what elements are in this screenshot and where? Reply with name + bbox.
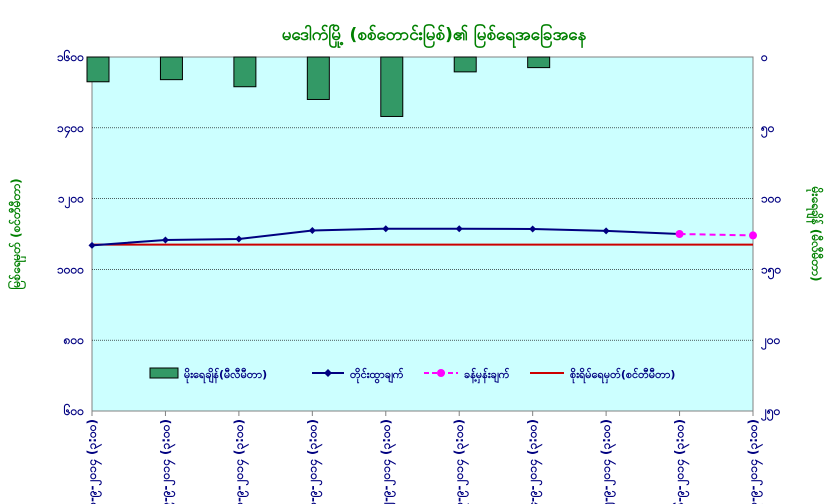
- left-tick-label: ၁၀၀၀: [57, 262, 84, 276]
- rainfall-bar: [527, 56, 551, 69]
- rainfall-bar: [453, 56, 477, 73]
- gridlines: [92, 127, 753, 341]
- observed-point: [382, 225, 390, 233]
- legend-label-danger: စိုးရိမ်ရေမှတ်(စင်တီမီတာ): [570, 367, 675, 384]
- legend-marker-observed: [324, 369, 332, 377]
- forecast-point: [675, 230, 684, 238]
- legend-label-forecast: ခန့်မှန်းချက်: [464, 367, 510, 384]
- x-tick-label: ၁၀-၉-၂၀၁၄ (၃:၀၀): [232, 419, 250, 504]
- x-tick-label: ၁၄-၉-၂၀၁၄ (၃:၀၀): [526, 419, 544, 504]
- right-tick-label: ၂၅၀: [760, 404, 781, 422]
- observed-point: [602, 227, 610, 235]
- right-tick-label: ၀: [760, 50, 768, 64]
- observed-point: [235, 235, 243, 243]
- left-tick-label: ၁၄၀၀: [57, 121, 84, 139]
- rainfall-bar: [380, 56, 404, 117]
- right-axis-label: မိုးရေချိန် (မီလီမီတာ): [805, 186, 825, 282]
- legend-swatch-rainfall: [149, 367, 179, 379]
- rainfall-bar: [306, 56, 330, 100]
- plot-area: [91, 56, 754, 412]
- left-tick-label: ၁၂၀၀: [58, 192, 84, 210]
- left-axis-ticks: ၆၀၀ ၈၀၀ ၁၀၀၀ ၁၂၀၀ ၁၄၀၀ ၁၆၀၀: [57, 48, 84, 418]
- x-tick-label: ၁၃-၉-၂၀၁၄ (၃:၀၀): [452, 419, 470, 504]
- observed-point: [161, 236, 169, 244]
- forecast-point: [749, 231, 757, 240]
- chart-title: မဒေါက်မြို့ (စစ်တောင်းမြစ်)၏ မြစ်ရေအခြေအ…: [282, 22, 587, 49]
- legend-label-rainfall: မိုးရေချိန်(မီလီမီတာ): [184, 367, 267, 384]
- x-tick-label: ၁၂-၉-၂၀၁၄ (၃:၀၀): [379, 419, 397, 504]
- legend: မိုးရေချိန်(မီလီမီတာ) တိုင်းထွာချက် ခန့်…: [149, 367, 675, 384]
- observed-point: [308, 226, 316, 234]
- left-tick-label: ၆၀၀: [63, 402, 85, 418]
- observed-point: [529, 225, 537, 233]
- left-axis-label: မြစ်ရေမှတ် (စင်တီမီတာ): [6, 178, 27, 289]
- rainfall-bar: [233, 56, 257, 88]
- x-tick-label: ၈-၉-၂၀၁၄ (၃:၀၀): [85, 419, 103, 504]
- rainfall-bar: [86, 56, 110, 83]
- x-tick-label: ၁၅-၉-၂၀၁၄ (၃:၀၀): [599, 419, 617, 504]
- right-tick-label: ၂၀၀: [760, 333, 781, 351]
- x-tick-label: ၁၆-၉-၂၀၁၄ (၃:၀၀): [671, 419, 691, 504]
- x-tick-label: ၁၁-၉-၂၀၁၄ (၃:၀၀): [305, 419, 323, 504]
- x-tick-label: ၁၇-၉-၂၀၁၄ (၃:၀၀): [746, 419, 764, 504]
- series-lines: [88, 225, 757, 249]
- left-tick-label: ၈၀၀: [63, 333, 85, 347]
- left-tick-label: ၁၆၀၀: [57, 48, 84, 64]
- legend-marker-forecast: [437, 369, 445, 377]
- observed-point: [455, 225, 463, 233]
- right-tick-label: ၁၀၀: [761, 192, 782, 206]
- right-tick-label: ၅၀: [760, 121, 775, 139]
- rainfall-bar: [159, 56, 183, 81]
- rainfall-bars: [86, 56, 551, 117]
- forecast-line: [679, 233, 754, 237]
- legend-label-observed: တိုင်းထွာချက်: [350, 367, 404, 384]
- x-axis-ticks: ၈-၉-၂၀၁၄ (၃:၀၀) ၉-၉-၂၀၁၄ (၃:၀၀) ၁၀-၉-၂၀၁၄ …: [85, 411, 764, 504]
- observed-point: [88, 241, 96, 249]
- right-tick-label: ၁၅၀: [761, 262, 782, 280]
- x-tick-label: ၉-၉-၂၀၁၄ (၃:၀၀): [158, 419, 176, 504]
